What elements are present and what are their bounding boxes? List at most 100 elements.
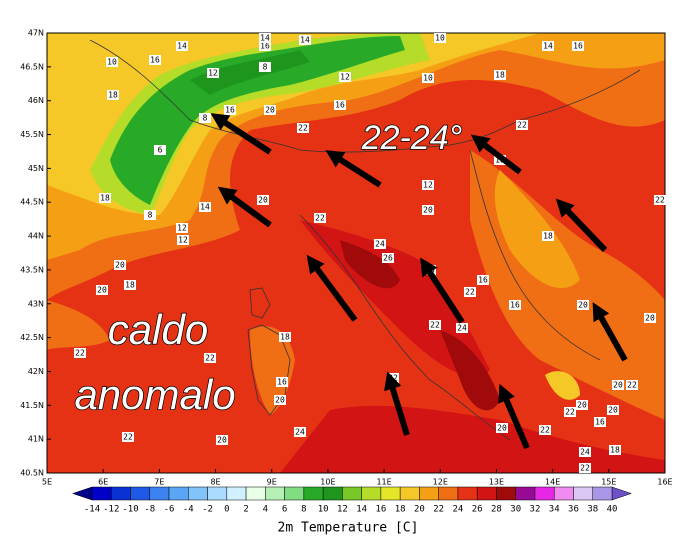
contour-label-box <box>274 395 286 405</box>
arrow <box>592 302 628 362</box>
contour-label-box <box>107 90 119 100</box>
contour-label-box <box>264 105 276 115</box>
contour-label-box <box>382 253 394 263</box>
arrow <box>325 150 382 188</box>
contour-label: 8 <box>203 114 208 123</box>
colorbar-tick-label: 6 <box>282 505 287 515</box>
contour-label-box <box>257 195 269 205</box>
contour-label: 14 <box>177 42 187 51</box>
contour-label: 18 <box>280 333 290 342</box>
colorbar-tick-label: -2 <box>202 505 213 515</box>
colorbar-bin <box>361 486 382 501</box>
contour-label-box <box>74 348 86 358</box>
colorbar-tick-label: 34 <box>549 505 560 515</box>
contour-label-box <box>144 210 156 220</box>
colorbar-bin <box>553 486 574 501</box>
contour-label-box <box>422 205 434 215</box>
contour-label: 22 <box>205 354 215 363</box>
contour-label-box <box>199 113 211 123</box>
contour-label-box <box>176 223 188 233</box>
contour-label: 26 <box>383 254 393 263</box>
longitude-label: 13E <box>489 478 504 487</box>
contour-label: 12 <box>340 73 350 82</box>
colorbar-tick-label: -8 <box>144 505 155 515</box>
colorbar-bin <box>207 486 228 501</box>
contour-label: 22 <box>123 433 133 442</box>
longitude-label: 14E <box>545 478 560 487</box>
contour-label: 20 <box>645 314 655 323</box>
contour-label-box <box>299 35 311 45</box>
colorbar-bin <box>284 486 305 501</box>
colorbar-tick-label: 40 <box>607 505 618 515</box>
contour-label-box <box>339 72 351 82</box>
colorbar-bin <box>303 486 324 501</box>
contour-label-box <box>626 380 638 390</box>
colorbar-tick-label: 10 <box>318 505 329 515</box>
contour-label: 22 <box>465 288 475 297</box>
contour-label-box <box>259 62 271 72</box>
colorbar-tick-label: -12 <box>103 505 119 515</box>
contour-label-box <box>149 55 161 65</box>
temperature-field <box>47 33 665 473</box>
contour-label-box <box>204 353 216 363</box>
contour-label: 20 <box>275 396 285 405</box>
contour-label: 20 <box>578 301 588 310</box>
contour-label-box <box>607 405 619 415</box>
contour-label-box <box>224 105 236 115</box>
contour-label: 18 <box>100 194 110 203</box>
contour-label: 22 <box>627 381 637 390</box>
colorbar-tick-label: 14 <box>356 505 367 515</box>
contour-label: 12 <box>178 236 188 245</box>
latitude-label: 44.5N <box>20 198 44 207</box>
colorbar-tick-label: 26 <box>472 505 483 515</box>
contour-label: 22 <box>315 214 325 223</box>
colorbar-bin <box>322 486 343 501</box>
colorbar-bin <box>342 486 362 501</box>
colorbar-tick-label: -10 <box>122 505 138 515</box>
contour-label-box <box>199 202 211 212</box>
colorbar-bin <box>111 486 131 501</box>
contour-label-box <box>564 407 576 417</box>
contour-label: 24 <box>580 448 590 457</box>
colorbar-bin <box>476 486 497 501</box>
contour-label-box <box>542 231 554 241</box>
contour-label-box <box>216 435 228 445</box>
colorbar-tick-label: 8 <box>301 505 306 515</box>
contour-label-box <box>154 145 166 155</box>
longitude-label: 6E <box>98 478 108 487</box>
contour-label-box <box>434 33 446 43</box>
contour-label: 12 <box>423 181 433 190</box>
contour-label-box <box>456 323 468 333</box>
arrow <box>217 186 272 228</box>
contour-label: 24 <box>375 240 385 249</box>
colorbar-bin <box>149 486 170 501</box>
colorbar-bin <box>515 486 536 501</box>
latitude-label: 45N <box>28 164 44 173</box>
contour-label-box <box>422 73 434 83</box>
contour-label-box <box>477 275 489 285</box>
headline: 22-24° <box>361 119 463 157</box>
longitude-label: 16E <box>657 478 672 487</box>
contour-label: 12 <box>208 69 218 78</box>
colorbar-tick-label: -14 <box>84 505 100 515</box>
contour-label: 20 <box>613 381 623 390</box>
contour-label-box <box>334 100 346 110</box>
latitude-label: 47N <box>28 29 44 38</box>
contour-label-box <box>654 195 666 205</box>
contour-label: 18 <box>125 281 135 290</box>
longitude-label: 11E <box>376 478 391 487</box>
colorbar-under <box>71 486 93 501</box>
contour-label: 16 <box>335 101 345 110</box>
arrow <box>306 254 358 322</box>
contour-label-box <box>542 41 554 51</box>
contour-label: 14 <box>200 203 210 212</box>
contour-label-box <box>496 423 508 433</box>
contour-label-box <box>464 287 476 297</box>
contour-label: 22 <box>430 321 440 330</box>
colorbar-bin <box>380 486 401 501</box>
colorbar-bin <box>496 486 516 501</box>
contour-label: 8 <box>148 211 153 220</box>
contour-label-box <box>176 41 188 51</box>
contour-label: 16 <box>150 56 160 65</box>
